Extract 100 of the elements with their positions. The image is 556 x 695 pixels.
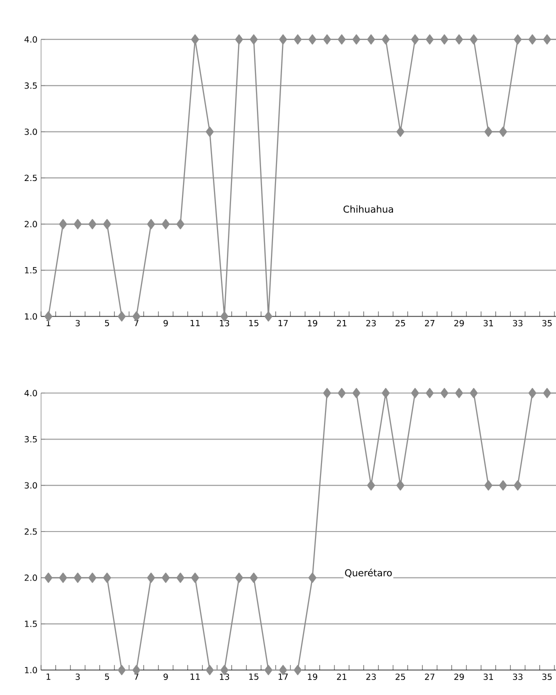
x-tick-label: 29 [454, 674, 464, 680]
point [206, 664, 214, 676]
point [470, 388, 478, 398]
x-tick-label: 13 [220, 674, 230, 680]
point [74, 572, 82, 583]
point [514, 480, 522, 490]
point [411, 34, 420, 45]
point [250, 572, 258, 583]
y-tick-label: 1.5 [25, 267, 37, 274]
point [323, 388, 332, 398]
x-tick-label: 21 [336, 674, 346, 680]
point [426, 388, 434, 398]
y-tick-label: 3.0 [24, 128, 37, 135]
point [352, 388, 360, 398]
point [396, 126, 404, 137]
point [367, 480, 376, 490]
x-tick-label: 27 [424, 320, 434, 326]
y-tick-label: 2.0 [24, 574, 37, 581]
point [352, 34, 360, 45]
point [206, 126, 214, 137]
point [499, 480, 508, 490]
y-tick-label: 3.0 [24, 482, 37, 489]
point [176, 218, 184, 230]
point [338, 34, 346, 45]
point [250, 34, 258, 45]
y-tick-label: 1.5 [25, 620, 37, 628]
point [162, 218, 170, 230]
point [59, 572, 68, 583]
x-tick-label: 33 [512, 674, 522, 680]
point [147, 218, 156, 230]
point [426, 34, 434, 45]
point [279, 34, 288, 45]
y-tick-label: 2.0 [24, 220, 37, 228]
x-tick-label: 27 [424, 674, 434, 680]
point [147, 572, 156, 583]
x-tick-label: 31 [484, 674, 494, 680]
point [338, 388, 346, 398]
x-tick-label: 23 [366, 674, 376, 680]
point [235, 34, 244, 45]
point [455, 388, 464, 398]
point [543, 388, 552, 398]
point [440, 388, 448, 398]
x-tick-label: 11 [190, 674, 200, 680]
y-tick-label: 3.5 [24, 436, 37, 442]
point [367, 34, 376, 45]
point [264, 311, 272, 322]
point [132, 311, 140, 322]
x-tick-label: 29 [454, 320, 464, 326]
x-tick-label: 3 [76, 674, 80, 680]
text: Chihuahua [344, 205, 393, 213]
point [470, 34, 478, 45]
x-tick-label: 9 [164, 674, 168, 680]
x-tick-label: 35 [542, 674, 552, 680]
x-tick-label: 21 [336, 320, 346, 326]
point [44, 311, 52, 322]
x-tick-label: 9 [164, 320, 168, 326]
point [382, 388, 390, 398]
point [323, 34, 332, 45]
point [528, 388, 536, 398]
point [294, 34, 302, 45]
point [235, 572, 244, 583]
y-tick-label: 2.5 [24, 174, 37, 182]
x-tick-label: 33 [512, 320, 522, 326]
point [528, 34, 536, 45]
x-tick-label: 31 [484, 320, 494, 326]
point [162, 572, 170, 583]
x-tick-label: 1 [46, 674, 50, 680]
y-tick-label: 4.0 [24, 390, 37, 396]
point [411, 388, 420, 398]
point [484, 126, 492, 137]
point [455, 34, 464, 45]
point [132, 664, 140, 676]
x-tick-label: 3 [76, 320, 80, 326]
x-tick-label: 19 [308, 674, 318, 680]
x-tick-label: 19 [308, 320, 318, 326]
point [484, 480, 492, 490]
point [382, 34, 390, 45]
point [191, 34, 200, 45]
x-tick-label: 17 [278, 674, 288, 680]
point [44, 572, 52, 583]
text: Querétaro [345, 568, 392, 578]
x-tick-label: 13 [220, 320, 230, 326]
y-tick-label: 3.5 [24, 82, 37, 89]
point [59, 218, 68, 230]
point [440, 34, 448, 45]
x-tick-label: 11 [190, 320, 200, 326]
y-tick-label: 1.0 [25, 666, 37, 674]
point [88, 572, 96, 583]
x-tick-label: 25 [396, 674, 406, 680]
x-tick-label: 15 [249, 674, 258, 680]
x-tick-label: 35 [542, 320, 552, 326]
y-tick-label: 2.5 [24, 528, 37, 535]
point [543, 34, 552, 45]
point [103, 218, 112, 230]
point [308, 34, 316, 45]
point [88, 218, 96, 230]
point [176, 572, 184, 583]
point [118, 311, 126, 322]
point [264, 664, 272, 676]
point [499, 126, 508, 137]
